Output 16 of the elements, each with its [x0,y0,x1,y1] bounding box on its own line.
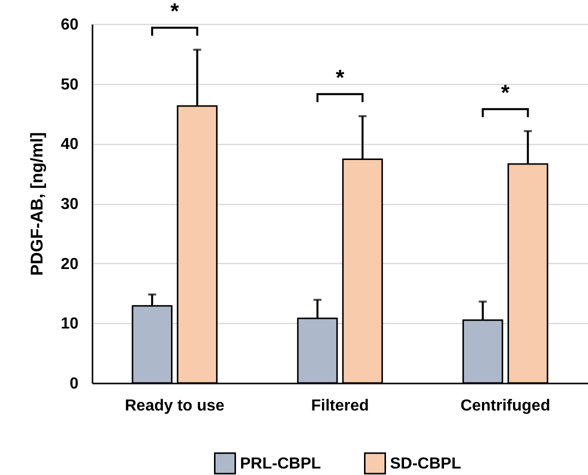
x-tick-label: Ready to use [124,398,225,414]
x-tick-label: Filtered [311,398,369,414]
annotation: * [336,65,345,90]
legend-label: PRL-CBPL [240,455,322,472]
y-tick-label: 0 [70,376,79,392]
y-tick-label: 20 [60,256,79,273]
y-axis-title: PDGF-AB, [ng/ml] [28,132,47,276]
legend-label: SD-CBPL [390,455,462,472]
x-tick-label: Centrifuged [460,398,550,414]
y-tick-label: 30 [60,196,79,213]
y-tick-label: 50 [60,76,79,94]
y-tick-label: 60 [60,16,79,34]
text: * [170,0,180,24]
annotation: * [501,80,510,106]
y-tick-label: 10 [60,316,79,333]
y-tick-label: 40 [60,136,79,154]
